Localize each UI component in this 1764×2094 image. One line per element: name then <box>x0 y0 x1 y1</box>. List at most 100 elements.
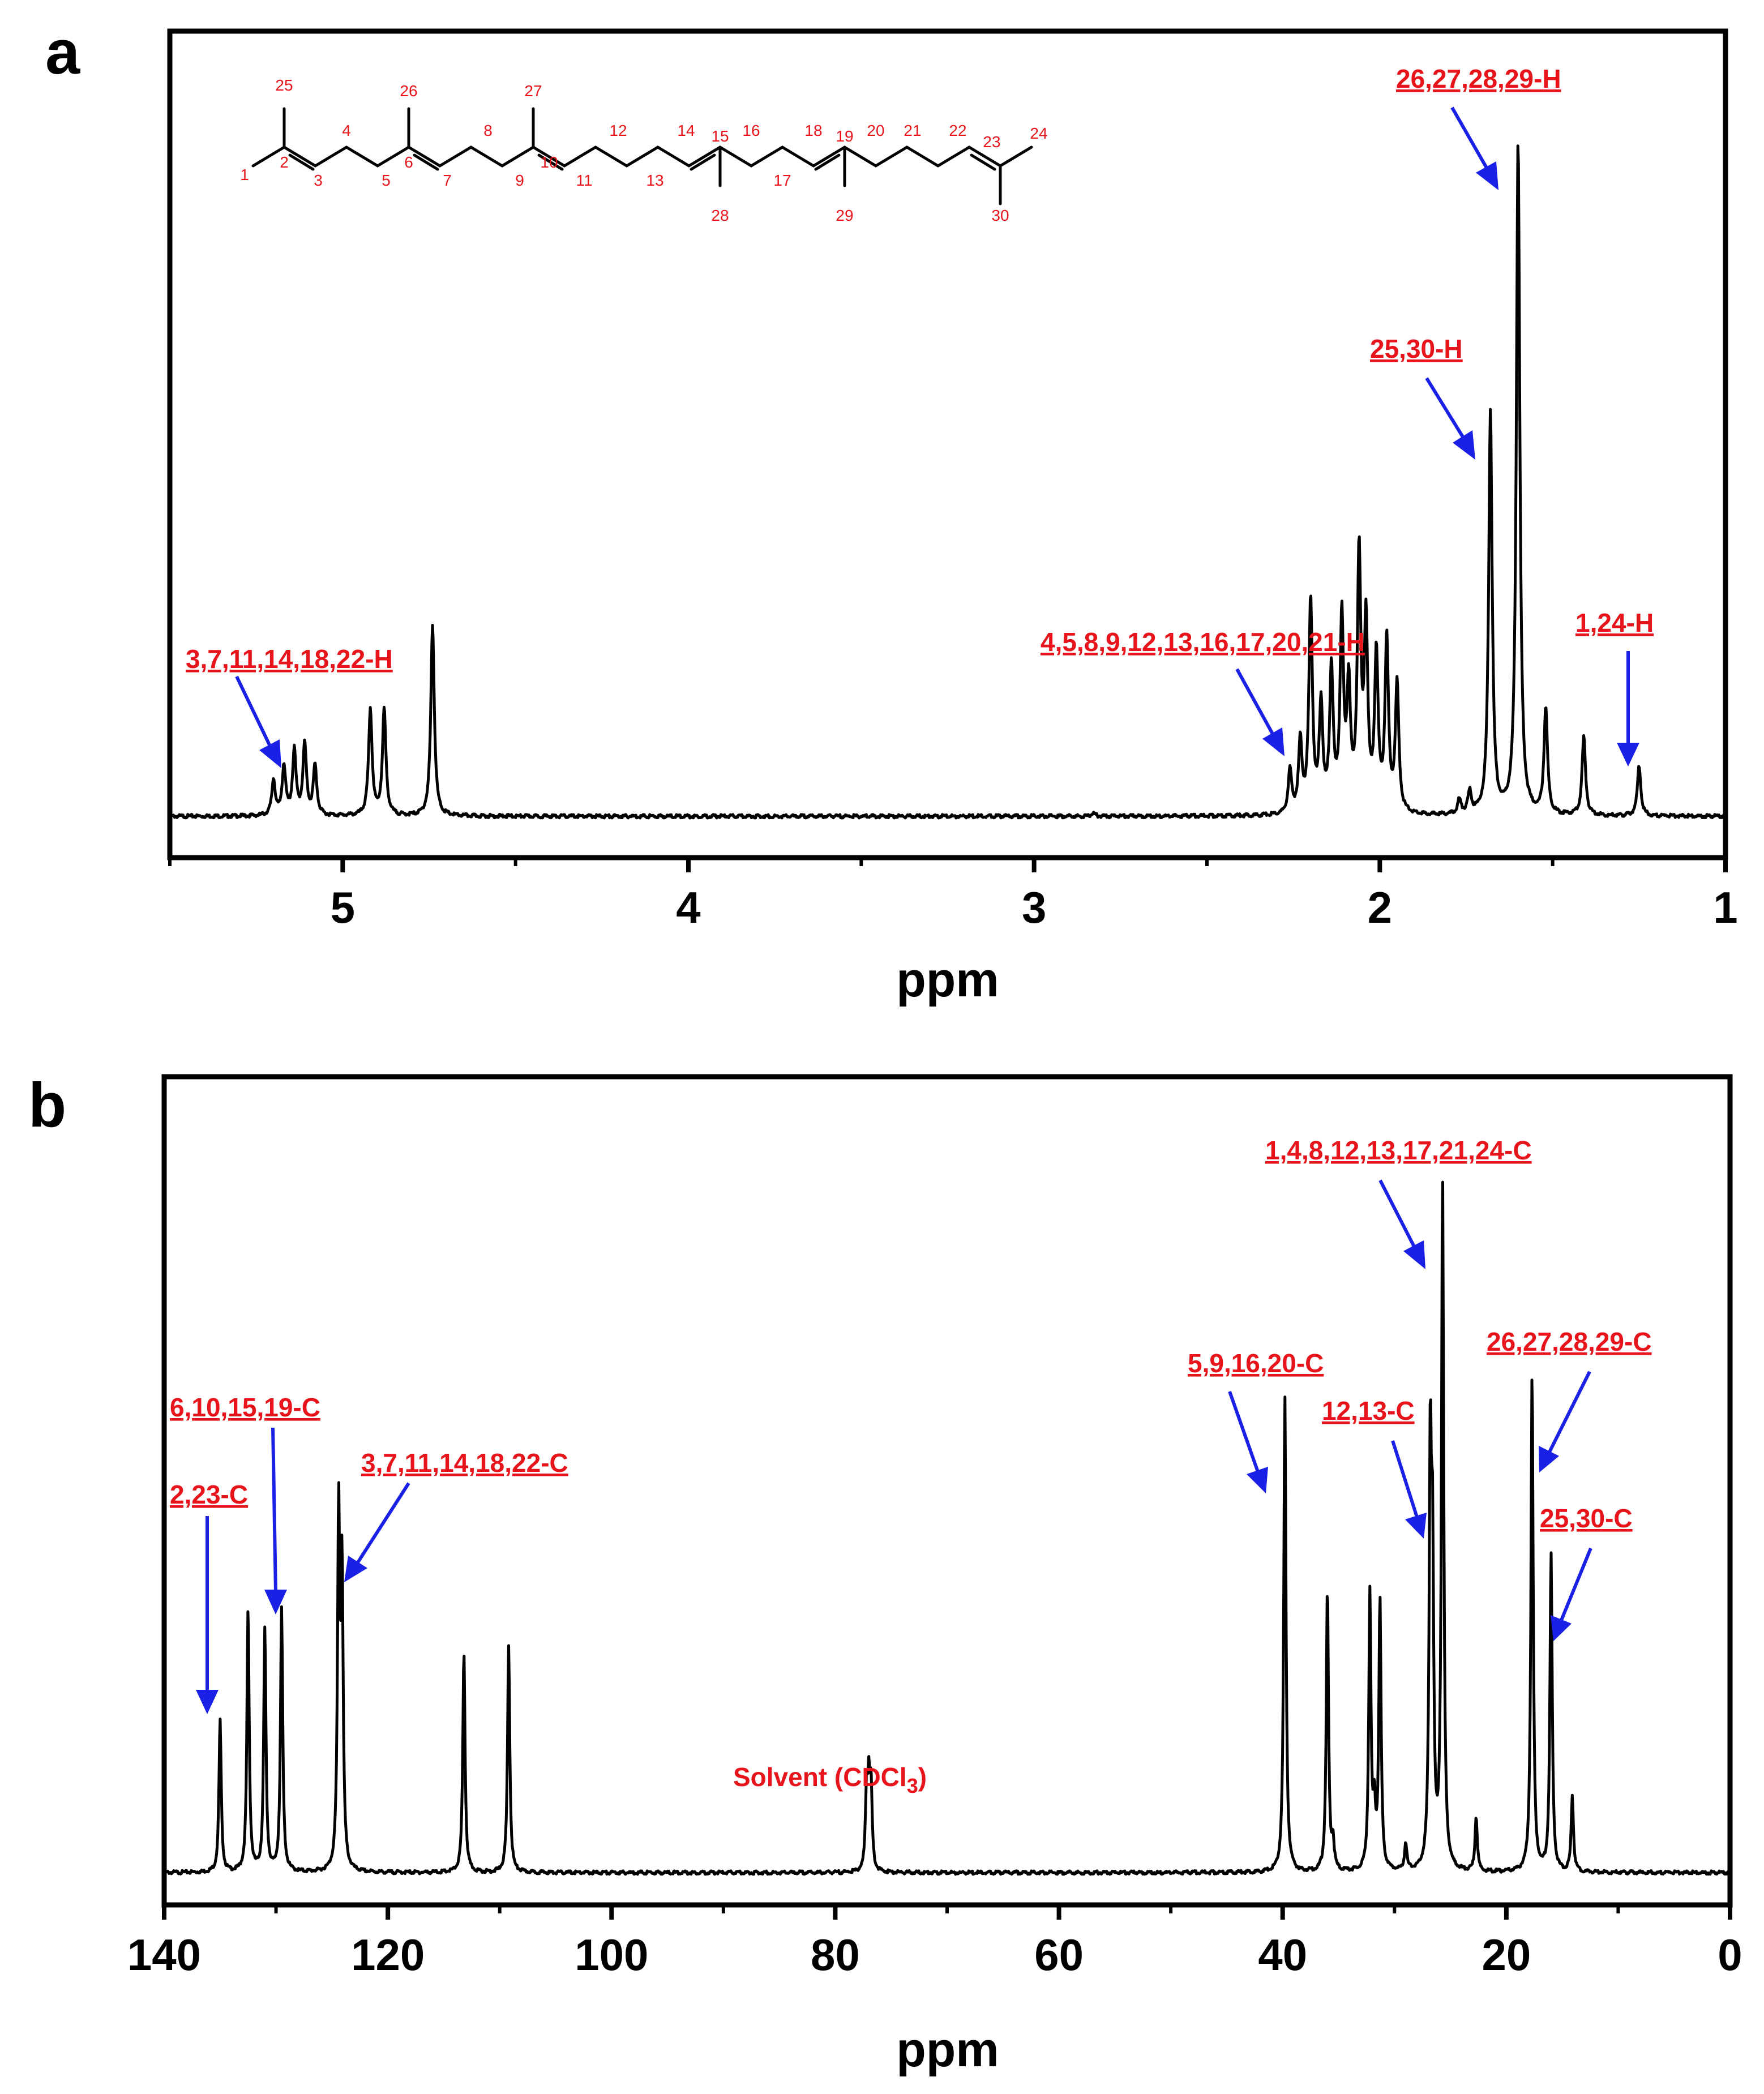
x-tick-label: 140 <box>127 1930 201 1980</box>
atom-number-30: 30 <box>991 207 1009 224</box>
atom-number-1: 1 <box>240 166 249 183</box>
arrow-head <box>1403 1240 1425 1269</box>
annotation-26-27-28-29-h: 26,27,28,29-H <box>1396 64 1561 190</box>
arrow-head <box>259 739 281 768</box>
annotation-4-5-8-9-h: 4,5,8,9,12,13,16,17,20,21-H <box>1041 627 1365 756</box>
annotation-6-10-15-19-c: 6,10,15,19-C <box>170 1393 320 1615</box>
panel-b-letter: b <box>28 1070 66 1140</box>
annotation-12-13-c: 12,13-C <box>1322 1396 1427 1539</box>
atom-number-24: 24 <box>1030 125 1047 142</box>
atom-number-15: 15 <box>711 127 729 145</box>
atom-number-13: 13 <box>646 172 663 189</box>
annotation-3-7-11-c: 3,7,11,14,18,22-C <box>344 1448 568 1582</box>
double-bond-14-15 <box>690 153 716 171</box>
svg-text:5,9,16,20-C: 5,9,16,20-C <box>1188 1348 1324 1378</box>
atom-number-28: 28 <box>711 207 729 224</box>
double-bond-18-19 <box>814 153 841 171</box>
atom-number-5: 5 <box>382 172 391 189</box>
svg-text:1,4,8,12,13,17,21,24-C: 1,4,8,12,13,17,21,24-C <box>1265 1136 1532 1165</box>
atom-number-21: 21 <box>904 122 921 139</box>
x-tick-label: 5 <box>331 883 355 932</box>
x-tick-label: 20 <box>1482 1930 1531 1980</box>
x-tick-label: 40 <box>1258 1930 1307 1980</box>
atom-number-20: 20 <box>867 122 884 139</box>
arrow-head <box>1247 1467 1268 1493</box>
atom-number-8: 8 <box>483 122 493 139</box>
arrow-head <box>1476 161 1498 190</box>
svg-text:6,10,15,19-C: 6,10,15,19-C <box>170 1393 320 1422</box>
x-tick-label: 4 <box>676 883 700 932</box>
atom-number-3: 3 <box>314 172 323 189</box>
arrow-head <box>1539 1446 1559 1472</box>
double-bond-10-11 <box>537 153 564 171</box>
annotation-25-30-c: 25,30-C <box>1540 1504 1633 1641</box>
svg-text:1,24-H: 1,24-H <box>1575 608 1654 637</box>
x-tick-label: 0 <box>1718 1930 1742 1980</box>
annotation-25-30-h: 25,30-H <box>1370 334 1475 460</box>
panel-a-x-axis: 5 4 3 2 1 <box>168 858 1738 932</box>
atom-number-22: 22 <box>949 122 966 139</box>
panel-a-x-axis-title: ppm <box>896 953 999 1007</box>
arrow-head <box>1453 430 1475 460</box>
panel-a-letter: a <box>45 18 80 87</box>
arrow-head <box>344 1556 367 1582</box>
svg-text:12,13-C: 12,13-C <box>1322 1396 1415 1425</box>
atom-number-9: 9 <box>515 172 524 189</box>
atom-number-19: 19 <box>836 127 853 145</box>
atom-number-6: 6 <box>404 153 413 171</box>
atom-number-27: 27 <box>524 82 542 100</box>
atom-number-23: 23 <box>983 133 1000 151</box>
svg-text:2,23-C: 2,23-C <box>170 1480 248 1509</box>
svg-text:4,5,8,9,12,13,16,17,20,21-H: 4,5,8,9,12,13,16,17,20,21-H <box>1041 627 1365 657</box>
atom-number-25: 25 <box>275 76 293 94</box>
panel-a-frame <box>167 28 1728 860</box>
svg-text:3,7,11,14,18,22-C: 3,7,11,14,18,22-C <box>361 1448 568 1478</box>
solvent-label: Solvent (CDCl3) <box>733 1762 927 1797</box>
atom-number-12: 12 <box>609 122 627 139</box>
svg-text:25,30-H: 25,30-H <box>1370 334 1463 363</box>
atom-number-14: 14 <box>677 122 695 139</box>
annotation-3-7-11-h: 3,7,11,14,18,22-H <box>186 644 393 768</box>
annotation-2-23-c: 2,23-C <box>170 1480 248 1714</box>
annotation-1-24-h: 1,24-H <box>1575 608 1654 766</box>
arrow-head <box>1262 727 1285 756</box>
panel-b-x-axis-title: ppm <box>896 2023 999 2077</box>
atom-number-10: 10 <box>540 153 558 171</box>
atom-number-16: 16 <box>742 122 760 139</box>
arrow-head <box>1617 743 1639 766</box>
atom-number-11: 11 <box>576 172 592 189</box>
panel-b-spectrum-line <box>162 1180 1731 1876</box>
panel-b: b 140 120 100 80 60 40 20 0 ppm 1,4,8,12,13,17,… <box>28 1070 1742 2077</box>
svg-text:25,30-C: 25,30-C <box>1540 1504 1633 1533</box>
x-tick-label: 80 <box>811 1930 860 1980</box>
atom-number-26: 26 <box>400 82 417 100</box>
double-bond-6-7 <box>413 153 439 171</box>
x-tick-label: 1 <box>1713 883 1737 932</box>
arrow-head <box>1551 1615 1572 1641</box>
svg-text:26,27,28,29-H: 26,27,28,29-H <box>1396 64 1561 93</box>
atom-number-29: 29 <box>836 207 853 224</box>
x-tick-label: 100 <box>575 1930 648 1980</box>
svg-text:3,7,11,14,18,22-H: 3,7,11,14,18,22-H <box>186 644 393 674</box>
double-bond-2-3 <box>288 153 315 171</box>
arrow-head <box>264 1590 287 1615</box>
annotation-26-27-28-29-c: 26,27,28,29-C <box>1487 1327 1652 1472</box>
atom-number-2: 2 <box>280 153 289 171</box>
arrow-head <box>196 1690 219 1714</box>
svg-text:26,27,28,29-C: 26,27,28,29-C <box>1487 1327 1652 1356</box>
atom-number-18: 18 <box>804 122 822 139</box>
atom-number-17: 17 <box>773 172 791 189</box>
double-bond-22-23 <box>970 153 996 171</box>
arrow-head <box>1405 1513 1427 1539</box>
x-tick-label: 2 <box>1368 883 1392 932</box>
annotation-5-9-16-20-c: 5,9,16,20-C <box>1188 1348 1324 1493</box>
x-tick-label: 60 <box>1034 1930 1084 1980</box>
atom-number-7: 7 <box>443 172 452 189</box>
annotation-1-4-8-c: 1,4,8,12,13,17,21,24-C <box>1265 1136 1532 1269</box>
panel-b-x-axis: 140 120 100 80 60 40 20 0 <box>127 1905 1742 1980</box>
panel-b-frame <box>161 1074 1733 1908</box>
carbon-chain-bond <box>251 145 1033 168</box>
atom-number-4: 4 <box>342 122 351 139</box>
